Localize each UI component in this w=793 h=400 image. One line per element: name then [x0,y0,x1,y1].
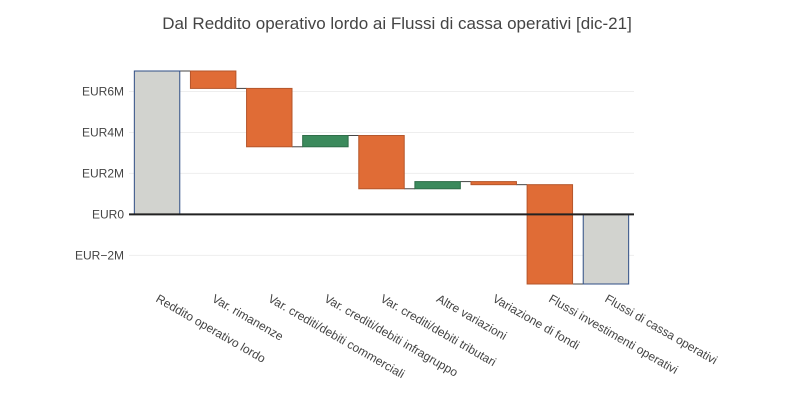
bar-decrease [526,184,574,285]
y-axis-ticks: EUR−2M EUR0 EUR2M EUR4M EUR6M [75,84,124,262]
bar-decrease [358,135,405,190]
y-tick-label: EUR2M [82,166,124,180]
bar-increase [302,135,349,148]
connector-layer [179,70,584,285]
bar-total [582,213,630,285]
bar-decrease [470,181,517,186]
bar-layer [133,70,630,285]
y-tick-label: EUR6M [82,84,124,98]
bar-increase [414,181,461,190]
y-tick-label: EUR0 [92,207,124,221]
bar-decrease [246,87,293,148]
y-tick-label: EUR4M [82,125,124,139]
bar-total [133,70,181,215]
bar-decrease [189,70,237,89]
chart-title: Dal Reddito operativo lordo ai Flussi di… [162,14,632,33]
y-tick-label: EUR−2M [75,248,124,262]
